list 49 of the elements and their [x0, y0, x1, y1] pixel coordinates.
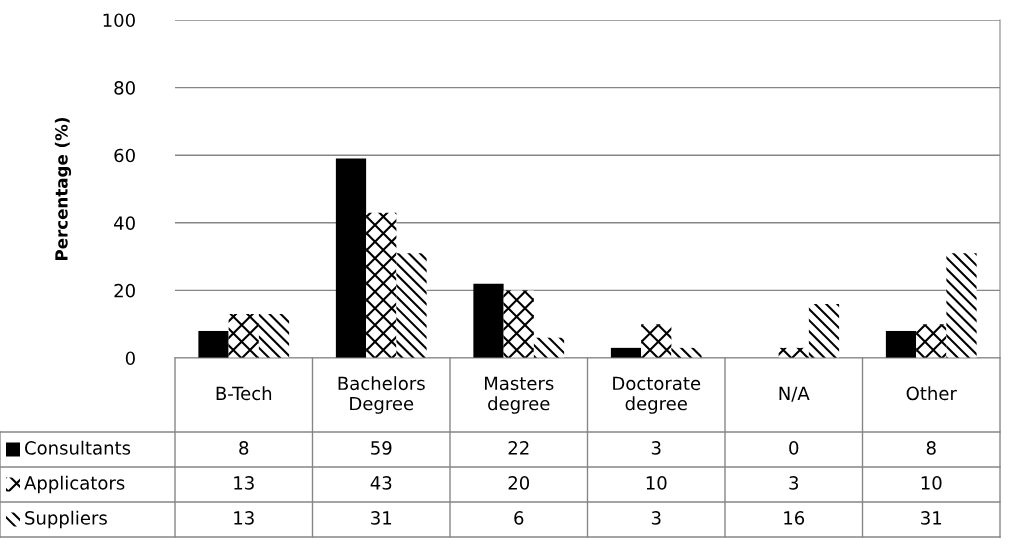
x-tick-label: Doctorate degree [613, 376, 701, 414]
data-label: 43 [370, 476, 392, 490]
data-label: 0 [789, 441, 799, 455]
x-tick-label: Other [906, 386, 957, 401]
bar [335, 158, 367, 358]
y-tick-label: 80 [114, 81, 135, 95]
bar [946, 253, 977, 358]
bar [473, 283, 504, 358]
bar [258, 314, 290, 358]
y-tick-label: 20 [114, 283, 135, 298]
bar [366, 212, 397, 358]
data-label: 31 [371, 511, 392, 525]
y-tick-label: 0 [125, 351, 135, 366]
data-label: 6 [514, 511, 524, 525]
data-label: 20 [508, 476, 530, 490]
legend-label: Suppliers [25, 510, 107, 529]
x-tick-label: N/A [779, 386, 810, 402]
data-label: 13 [234, 476, 254, 490]
y-tick-label: 40 [114, 216, 135, 230]
data-label: 3 [651, 441, 661, 455]
legend-label: Consultants [25, 440, 131, 455]
data-label: 31 [921, 511, 942, 525]
legend-label: Applicators [24, 475, 125, 494]
x-tick-label: B-Tech [216, 386, 272, 401]
bar [641, 324, 672, 358]
data-label: 16 [784, 511, 805, 525]
bar [533, 337, 565, 358]
bar [396, 253, 427, 358]
x-tick-label: Masters degree [484, 376, 554, 414]
bar [228, 314, 259, 358]
data-label: 3 [789, 476, 799, 490]
bar [671, 347, 702, 358]
x-tick-label: Bachelors Degree [338, 376, 425, 414]
y-axis-title: Percentage (%) [54, 117, 72, 260]
data-label: 13 [234, 511, 254, 525]
data-label: 22 [508, 441, 529, 455]
bar [198, 330, 229, 358]
y-tick-label: 60 [114, 148, 135, 163]
y-tick-label: 100 [103, 13, 135, 28]
data-label: 10 [646, 476, 667, 490]
bar [503, 290, 534, 358]
data-label: 59 [371, 441, 392, 455]
data-label: 3 [651, 511, 661, 525]
data-label: 8 [926, 441, 936, 455]
bar [808, 303, 840, 358]
data-label: 8 [239, 441, 249, 455]
data-label: 10 [921, 476, 942, 490]
bar [916, 324, 947, 358]
bar [885, 330, 917, 358]
